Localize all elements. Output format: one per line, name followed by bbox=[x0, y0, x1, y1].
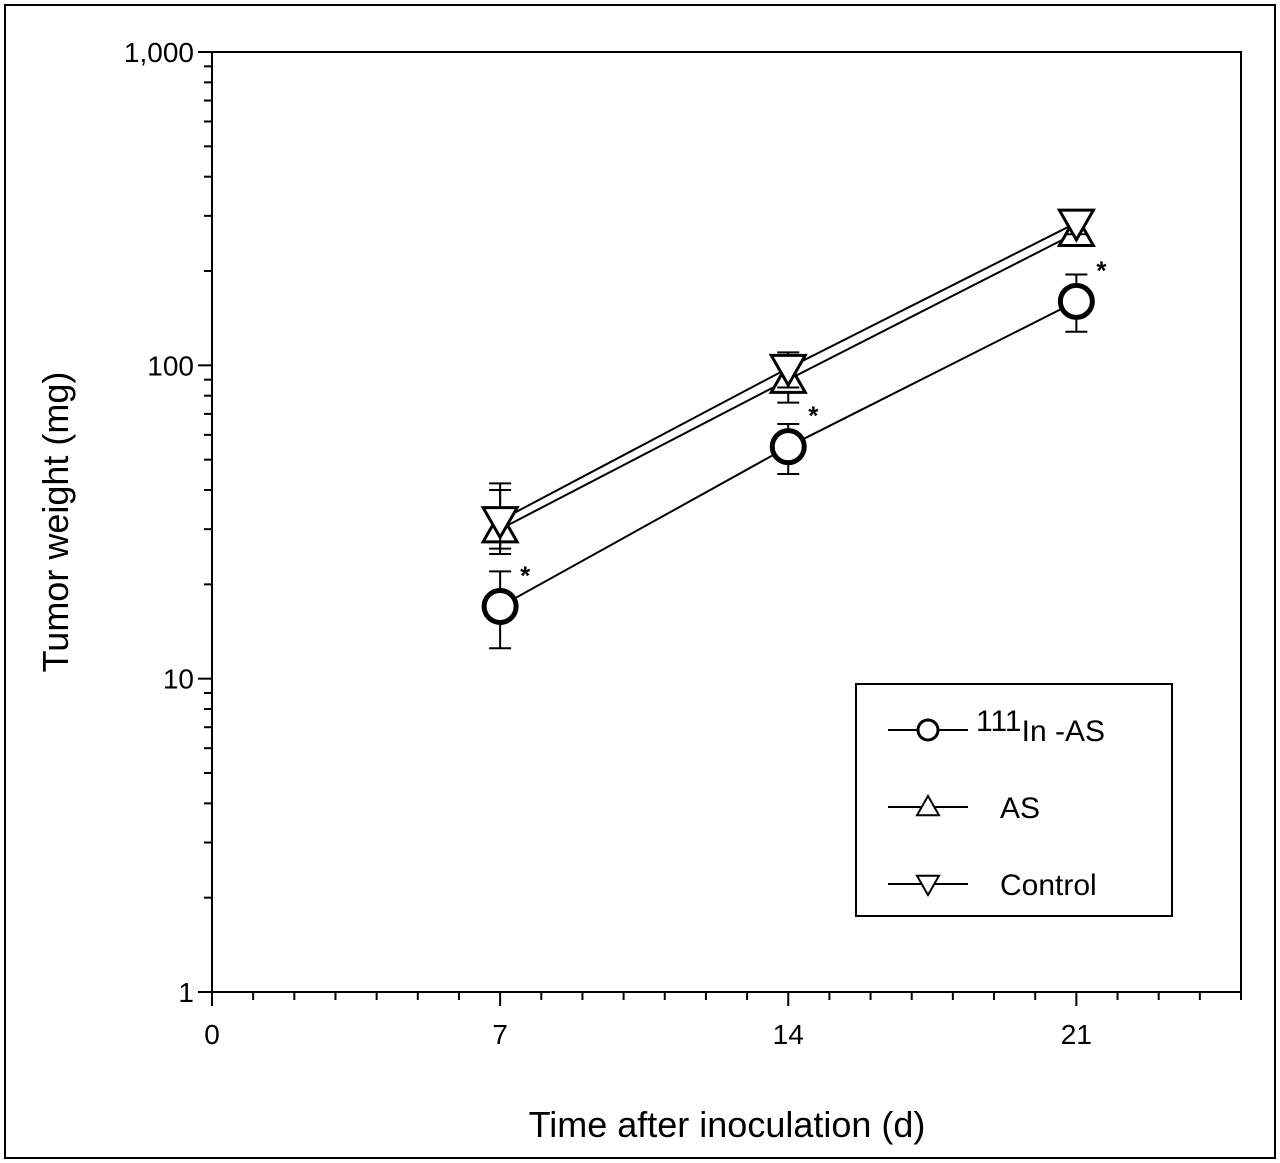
series-triangle-down bbox=[480, 208, 1096, 550]
outer-frame bbox=[4, 4, 1276, 1159]
legend-label-superscript: 111 bbox=[976, 705, 1022, 738]
triangle-down-marker bbox=[915, 874, 941, 898]
triangle-down-marker bbox=[768, 353, 808, 389]
circle-marker bbox=[1057, 282, 1095, 320]
axis-ticks: 0 7 14 21 1 10 100 1,000 bbox=[124, 37, 1242, 1050]
y-tick-label: 10 bbox=[163, 664, 194, 695]
legend: 111In -AS AS Control bbox=[855, 683, 1173, 917]
significance-star: * bbox=[520, 560, 531, 590]
x-tick-label: 7 bbox=[492, 1019, 508, 1050]
y-tick-label: 1 bbox=[178, 977, 194, 1008]
plot-area bbox=[211, 51, 1242, 993]
triangle-down-marker bbox=[480, 506, 520, 541]
x-tick-label: 14 bbox=[773, 1019, 804, 1050]
triangle-down-marker bbox=[1056, 208, 1096, 243]
legend-box bbox=[855, 683, 1173, 917]
y-tick-label: 1,000 bbox=[124, 37, 194, 68]
data-marks: * * * bbox=[480, 208, 1107, 650]
y-tick-label: 100 bbox=[147, 350, 194, 381]
y-axis-title: Tumor weight (mg) bbox=[35, 372, 76, 673]
significance-star: * bbox=[808, 401, 819, 431]
x-tick-label: 0 bbox=[204, 1019, 220, 1050]
legend-label-suffix: -AS bbox=[1047, 715, 1105, 748]
legend-label: Control bbox=[1000, 869, 1097, 902]
circle-marker bbox=[916, 718, 940, 742]
circle-marker bbox=[769, 428, 807, 466]
circle-marker bbox=[481, 587, 519, 625]
legend-label: AS bbox=[1000, 792, 1040, 825]
series-circle: * * * bbox=[481, 255, 1107, 650]
significance-star: * bbox=[1096, 255, 1107, 285]
triangle-up-marker bbox=[915, 793, 941, 817]
x-tick-label: 21 bbox=[1061, 1019, 1092, 1050]
x-axis-title: Time after inoculation (d) bbox=[529, 1104, 926, 1145]
legend-label-main: In bbox=[1022, 715, 1047, 748]
legend-label: 111In -AS bbox=[976, 705, 1105, 748]
